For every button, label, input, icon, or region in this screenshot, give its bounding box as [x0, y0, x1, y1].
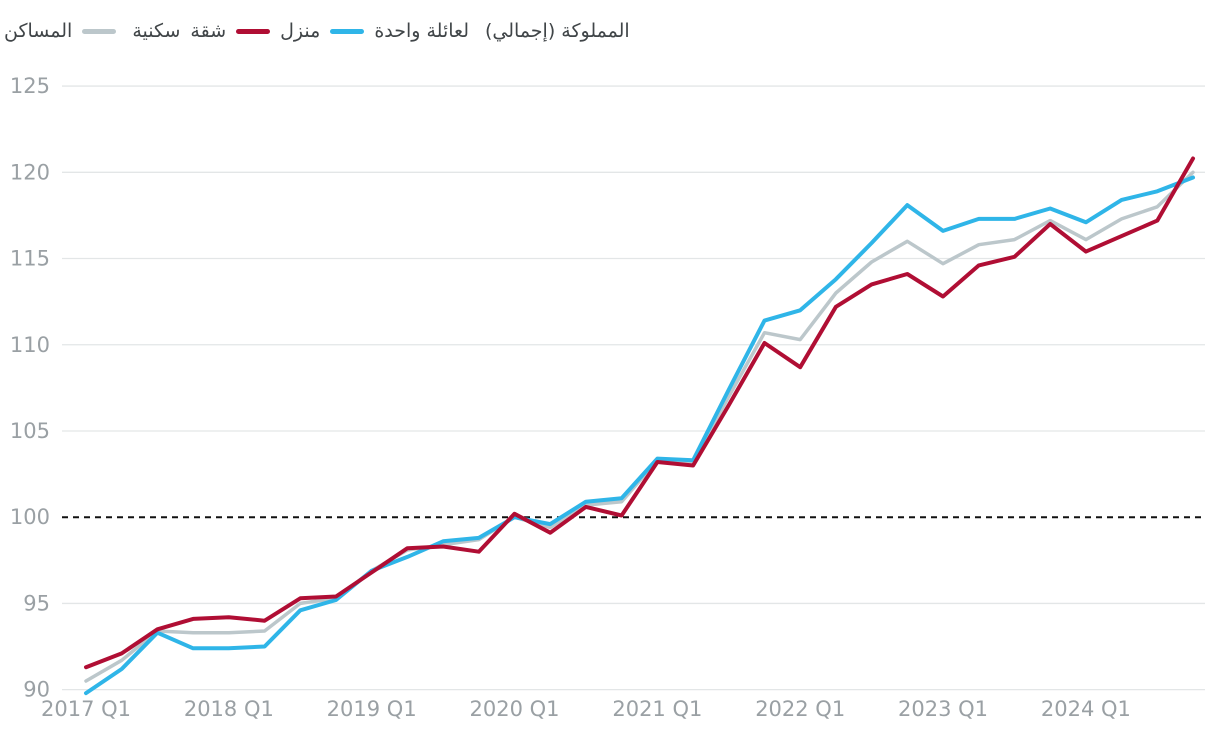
legend-word-house-1: منزل: [280, 20, 321, 42]
x-tick-label-2023: 2023 Q1: [898, 697, 988, 721]
y-tick-label-125: 125: [10, 74, 50, 98]
x-tick-label-2017: 2017 Q1: [41, 697, 131, 721]
series-line-house: [84, 175, 1195, 696]
y-tick-label-90: 90: [23, 678, 50, 702]
chart-legend: المساكن سكنية شقة منزل لعائلة واحدة المم…: [4, 16, 630, 46]
legend-word-total-2: سكنية: [132, 20, 181, 42]
x-tick-label-2022: 2022 Q1: [755, 697, 845, 721]
y-tick-label-120: 120: [10, 160, 50, 184]
x-tick-label-2018: 2018 Q1: [184, 697, 274, 721]
legend-word-house-2: لعائلة واحدة: [374, 20, 469, 42]
y-tick-label-115: 115: [10, 247, 50, 271]
legend-word-total-1: المساكن: [4, 20, 73, 42]
apartment-series-swatch: [236, 28, 271, 34]
y-tick-label-105: 105: [10, 419, 50, 443]
y-tick-label-95: 95: [23, 591, 50, 615]
y-tick-label-110: 110: [10, 333, 50, 357]
legend-label-apartment: شقة: [190, 20, 227, 42]
legend-label-owned-total: المملوكة (إجمالي): [485, 20, 630, 42]
x-tick-label-2020: 2020 Q1: [470, 697, 560, 721]
x-tick-label-2019: 2019 Q1: [327, 697, 417, 721]
total-series-swatch: [82, 28, 117, 34]
x-tick-label-2024: 2024 Q1: [1041, 697, 1131, 721]
house-series-swatch: [330, 28, 365, 34]
series-line-apartment: [84, 156, 1195, 670]
series-line-total: [84, 170, 1195, 683]
x-tick-label-2021: 2021 Q1: [612, 697, 702, 721]
y-tick-label-100: 100: [10, 505, 50, 529]
